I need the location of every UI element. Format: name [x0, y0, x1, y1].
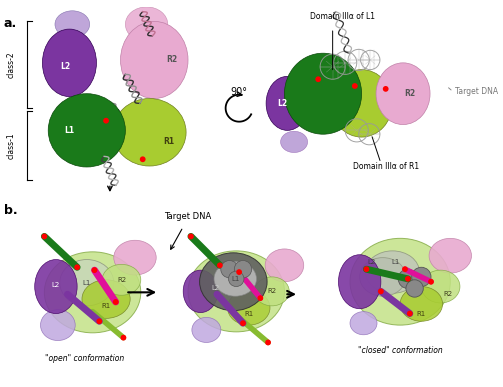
- Text: Target DNA: Target DNA: [164, 212, 212, 221]
- Circle shape: [265, 339, 271, 345]
- Text: "open" conformation: "open" conformation: [45, 354, 124, 363]
- Circle shape: [74, 264, 80, 270]
- Text: Domain IIIα of L1: Domain IIIα of L1: [310, 12, 375, 21]
- Ellipse shape: [227, 290, 270, 325]
- Ellipse shape: [214, 262, 257, 296]
- Circle shape: [407, 311, 412, 317]
- Circle shape: [428, 279, 434, 284]
- Circle shape: [406, 280, 424, 297]
- Ellipse shape: [44, 252, 141, 333]
- Text: R1: R1: [417, 310, 426, 317]
- Circle shape: [412, 267, 431, 286]
- Ellipse shape: [284, 53, 362, 134]
- Circle shape: [97, 319, 102, 324]
- Circle shape: [240, 320, 246, 326]
- Circle shape: [234, 260, 252, 278]
- Circle shape: [103, 118, 109, 123]
- Ellipse shape: [350, 312, 377, 335]
- Ellipse shape: [429, 238, 471, 273]
- Ellipse shape: [339, 255, 381, 309]
- Text: L2: L2: [367, 259, 375, 265]
- Ellipse shape: [125, 7, 168, 42]
- Circle shape: [188, 233, 194, 239]
- Text: R1: R1: [244, 310, 254, 317]
- Text: R2: R2: [268, 288, 277, 295]
- Ellipse shape: [113, 99, 186, 166]
- Ellipse shape: [200, 253, 267, 311]
- Text: 90°: 90°: [231, 87, 247, 97]
- Text: R1: R1: [163, 137, 175, 146]
- Text: L1: L1: [231, 276, 239, 282]
- Text: L1: L1: [391, 259, 399, 265]
- Circle shape: [258, 295, 263, 301]
- Ellipse shape: [183, 270, 218, 313]
- Text: b.: b.: [4, 204, 18, 217]
- Circle shape: [364, 266, 369, 272]
- Ellipse shape: [266, 76, 308, 130]
- Circle shape: [140, 156, 145, 162]
- Ellipse shape: [41, 310, 75, 341]
- Text: Target DNA: Target DNA: [455, 87, 498, 96]
- Text: "closed" conformation: "closed" conformation: [358, 346, 443, 355]
- Ellipse shape: [82, 280, 130, 319]
- Ellipse shape: [331, 70, 392, 137]
- Ellipse shape: [400, 286, 443, 321]
- Circle shape: [383, 86, 389, 92]
- Ellipse shape: [360, 258, 406, 296]
- Ellipse shape: [422, 270, 460, 303]
- Text: L1: L1: [82, 280, 91, 286]
- Text: R2: R2: [117, 277, 126, 283]
- Ellipse shape: [350, 238, 450, 325]
- Circle shape: [315, 76, 321, 82]
- Ellipse shape: [121, 21, 188, 99]
- Circle shape: [398, 269, 417, 288]
- Circle shape: [402, 266, 408, 272]
- Circle shape: [236, 269, 242, 275]
- Ellipse shape: [188, 251, 284, 332]
- Text: Domain IIIα of R1: Domain IIIα of R1: [353, 162, 419, 171]
- Text: L2: L2: [60, 62, 70, 71]
- Circle shape: [121, 335, 126, 341]
- Text: a.: a.: [4, 17, 17, 29]
- Circle shape: [378, 288, 384, 294]
- Text: R2: R2: [166, 55, 177, 65]
- Circle shape: [41, 233, 47, 239]
- Text: L1: L1: [64, 126, 74, 135]
- Circle shape: [405, 276, 411, 282]
- Ellipse shape: [255, 277, 289, 306]
- Text: R2: R2: [444, 291, 453, 297]
- Circle shape: [228, 271, 244, 286]
- Text: R1: R1: [102, 303, 111, 309]
- Circle shape: [113, 299, 119, 305]
- Text: class-2: class-2: [7, 51, 16, 78]
- Ellipse shape: [376, 63, 430, 125]
- Circle shape: [221, 260, 238, 278]
- Text: L2: L2: [212, 286, 220, 291]
- Ellipse shape: [35, 260, 77, 313]
- Circle shape: [352, 83, 358, 89]
- Ellipse shape: [42, 29, 97, 97]
- Ellipse shape: [281, 131, 308, 152]
- Ellipse shape: [265, 249, 304, 282]
- Ellipse shape: [48, 94, 125, 167]
- Ellipse shape: [102, 264, 141, 295]
- Ellipse shape: [60, 260, 114, 306]
- Circle shape: [92, 267, 98, 273]
- Text: R2: R2: [404, 89, 415, 98]
- Ellipse shape: [192, 317, 221, 342]
- Text: class-1: class-1: [7, 132, 16, 159]
- Text: L2: L2: [52, 282, 60, 288]
- Ellipse shape: [366, 251, 420, 293]
- Text: L2: L2: [278, 99, 288, 108]
- Ellipse shape: [55, 11, 90, 38]
- Circle shape: [217, 262, 223, 268]
- Ellipse shape: [114, 240, 156, 275]
